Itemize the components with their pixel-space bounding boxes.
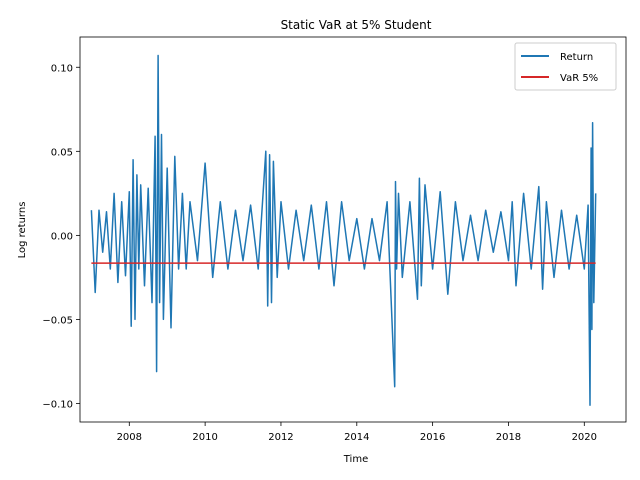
y-tick-label: 0.05 [51,147,73,158]
x-tick-label: 2016 [420,432,445,443]
y-axis-title: Log returns [17,202,28,259]
x-axis-title: Time [343,454,368,465]
chart-title: Static VaR at 5% Student [281,18,432,32]
x-tick-label: 2018 [496,432,521,443]
y-tick-label: −0.05 [42,315,73,326]
y-tick-label: −0.10 [42,400,73,411]
legend-label-var: VaR 5% [560,73,598,84]
legend-frame [514,42,617,91]
legend: Return VaR 5% [514,42,617,91]
axes: 2008 2010 2012 2014 2016 2018 2020 −0.10 −0.05 0.… [42,36,627,443]
series-return-line [90,54,597,406]
plot-area [90,54,597,406]
x-tick-label: 2020 [572,432,597,443]
x-tick-label: 2010 [192,432,217,443]
y-tick-label: 0.00 [51,231,73,242]
x-tick-label: 2012 [268,432,293,443]
legend-label-return: Return [560,52,593,63]
x-tick-label: 2008 [117,432,142,443]
x-tick-label: 2014 [344,432,369,443]
axes-frame [79,36,627,423]
y-tick-label: 0.10 [51,63,73,74]
